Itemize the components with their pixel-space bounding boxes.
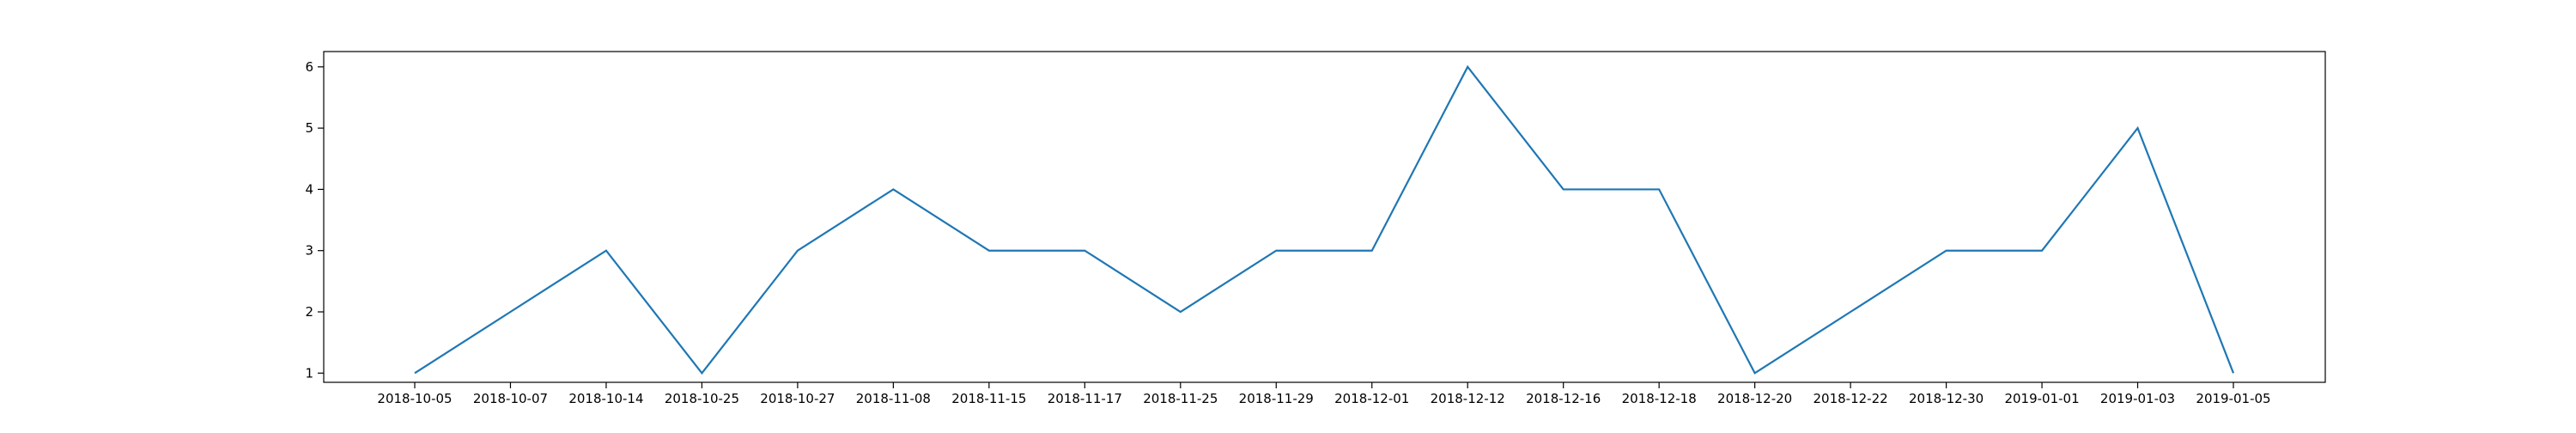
x-tick-label: 2018-11-08 <box>856 391 931 406</box>
series-layer <box>414 64 2235 375</box>
y-tick-label: 3 <box>305 243 313 259</box>
x-tick-label: 2018-12-30 <box>1909 391 1984 406</box>
x-tick-label: 2018-12-16 <box>1526 391 1601 406</box>
axes-layer: 1 2 3 4 5 6 2018-10-05 2018-10-07 2018-10-14 2018… <box>305 51 2326 406</box>
y-tick-label: 4 <box>305 181 313 197</box>
x-tick-label: 2018-10-25 <box>665 391 739 406</box>
y-tick-label: 1 <box>305 365 313 381</box>
y-tick-label: 6 <box>305 59 313 75</box>
x-tick-label: 2019-01-01 <box>2004 391 2079 406</box>
x-tick-label: 2018-12-01 <box>1334 391 1409 406</box>
x-tick-label: 2019-01-05 <box>2196 391 2270 406</box>
x-tick-label: 2018-10-14 <box>568 391 643 406</box>
plot-frame <box>323 51 2326 383</box>
series-line <box>414 64 2235 375</box>
x-tick-label: 2018-11-25 <box>1143 391 1218 406</box>
x-tick-label: 2018-12-20 <box>1717 391 1792 406</box>
x-tick-label: 2019-01-03 <box>2100 391 2175 406</box>
x-tick-label: 2018-10-05 <box>377 391 452 406</box>
y-tick-label: 5 <box>305 120 313 136</box>
y-tick-label: 2 <box>305 304 313 320</box>
x-tick-label: 2018-12-12 <box>1431 391 1505 406</box>
x-tick-label: 2018-10-07 <box>473 391 548 406</box>
x-tick-label: 2018-12-18 <box>1622 391 1697 406</box>
x-tick-label: 2018-11-15 <box>951 391 1026 406</box>
x-tick-label: 2018-10-27 <box>760 391 835 406</box>
x-tick-label: 2018-11-29 <box>1239 391 1314 406</box>
x-tick-label: 2018-12-22 <box>1814 391 1888 406</box>
x-tick-label: 2018-11-17 <box>1048 391 1122 406</box>
